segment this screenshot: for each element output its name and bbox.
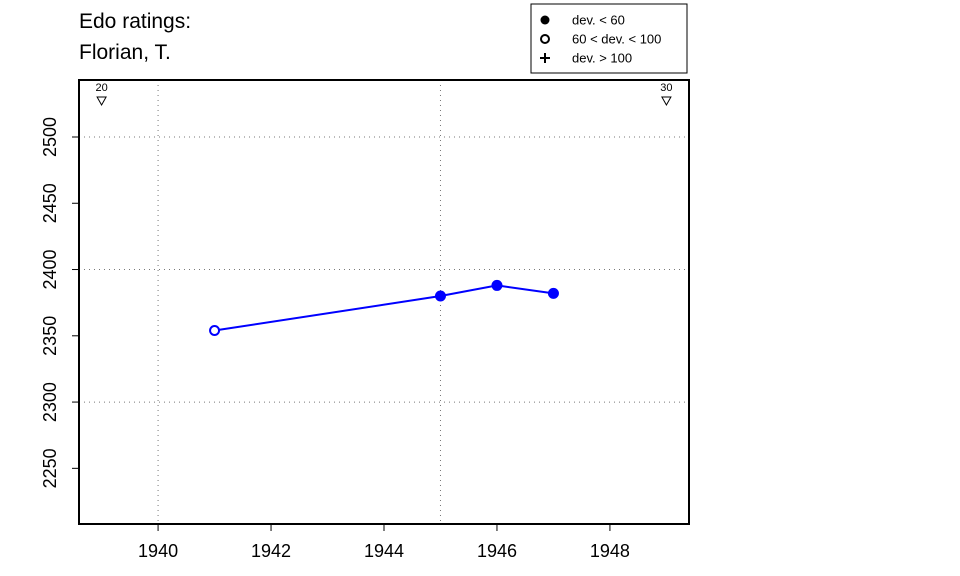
x-tick-label: 1948 (590, 541, 630, 561)
legend-label: dev. > 100 (572, 51, 632, 66)
top-marker-label: 30 (660, 82, 672, 94)
x-tick-label: 1944 (364, 541, 404, 561)
x-tick-label: 1946 (477, 541, 517, 561)
y-axis: 2250 2300 2350 2400 2450 2500 (40, 117, 79, 488)
y-tick-label: 2450 (40, 183, 60, 223)
y-tick-label: 2250 (40, 448, 60, 488)
x-axis: 1940 1942 1944 1946 1948 (138, 524, 630, 561)
legend-label: dev. < 60 (572, 13, 625, 28)
data-point-open (209, 324, 221, 336)
data-point-filled (547, 287, 559, 299)
series-layer (209, 279, 559, 336)
filled-circle-icon (540, 15, 550, 25)
data-point-filled (491, 279, 503, 291)
chart-title-line-1: Edo ratings: (79, 10, 192, 33)
series-line (214, 284, 554, 332)
down-triangle-icon (661, 96, 672, 107)
down-triangle-icon (96, 96, 107, 107)
y-tick-label: 2350 (40, 316, 60, 356)
plot-frame (78, 79, 690, 525)
chart-title-line-2: Florian, T. (79, 41, 171, 64)
legend-label: 60 < dev. < 100 (572, 32, 661, 47)
legend-box (530, 3, 688, 74)
x-tick-label: 1940 (138, 541, 178, 561)
y-tick-label: 2300 (40, 382, 60, 422)
grid-lines (79, 80, 689, 524)
top-marker-label: 20 (95, 82, 107, 94)
top-markers: 20 30 (95, 82, 673, 107)
y-tick-label: 2400 (40, 250, 60, 290)
x-tick-label: 1942 (251, 541, 291, 561)
open-circle-icon (540, 34, 550, 44)
y-tick-label: 2500 (40, 117, 60, 157)
data-point-filled (434, 290, 446, 302)
legend: dev. < 60 60 < dev. < 100 dev. > 100 (530, 3, 688, 74)
